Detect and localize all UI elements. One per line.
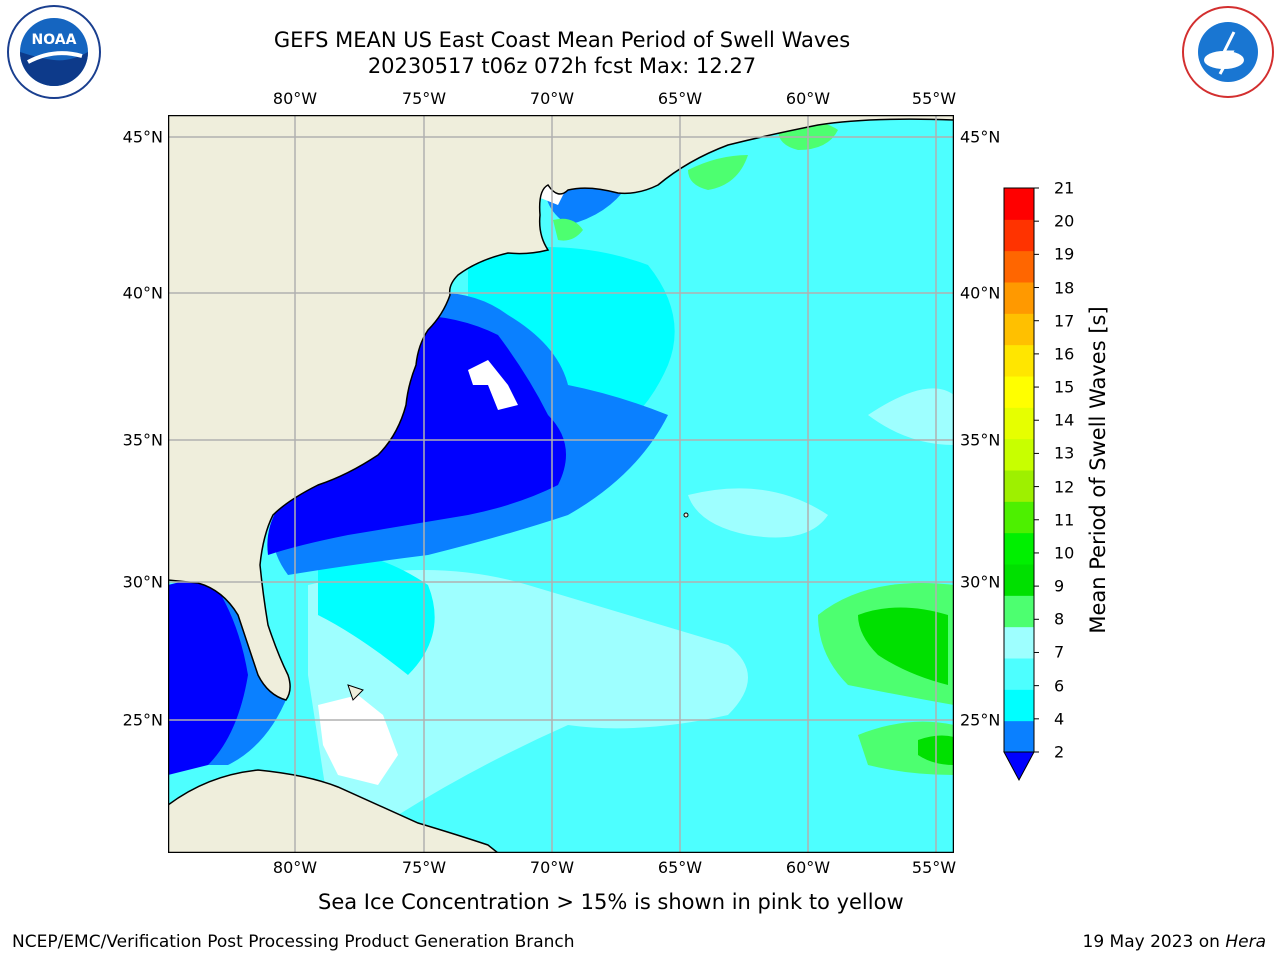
land-cuba (168, 769, 500, 853)
colorbar-band (1004, 626, 1034, 659)
green-patch-east-core (858, 607, 948, 685)
deep-blue-region-gulf (168, 575, 248, 775)
colorbar-band (1004, 407, 1034, 440)
sea-ice-note: Sea Ice Concentration > 15% is shown in … (318, 890, 904, 914)
island-bermuda (683, 512, 689, 518)
colorbar-tick-label: 20 (1054, 211, 1075, 231)
green-patch-georges (553, 218, 583, 241)
land-north-america (168, 115, 954, 701)
map-frame (168, 115, 954, 853)
green-patch-southeast (858, 721, 954, 775)
lat-label-left: 45°N (122, 127, 163, 147)
colorbar-band (1004, 470, 1034, 502)
colorbar-band (1004, 219, 1034, 252)
map-title: GEFS MEAN US East Coast Mean Period of S… (273, 28, 851, 52)
white-patch-2 (318, 695, 398, 785)
grid-lines (168, 115, 954, 853)
colorbar-tick-label: 19 (1054, 244, 1075, 264)
colorbar-band (1004, 689, 1034, 722)
colorbar-tick-label: 16 (1054, 344, 1075, 364)
colorbar-tick-label: 15 (1054, 377, 1075, 397)
cyan-region-south (318, 553, 435, 675)
colorbar-band (1004, 501, 1034, 534)
colorbar-tick-label: 9 (1054, 576, 1065, 596)
lon-label-bottom: 70°W (529, 858, 575, 877)
colorbar-tick-label: 4 (1054, 709, 1065, 729)
lon-label-bottom: 80°W (272, 858, 318, 877)
colorbar-band (1004, 188, 1034, 220)
colorbar-band (1004, 250, 1034, 283)
lat-label-right: 45°N (960, 127, 1001, 147)
colorbar-tick-label: 7 (1054, 642, 1065, 662)
colorbar-tick-label: 11 (1054, 510, 1075, 530)
nws-logo (1182, 6, 1274, 98)
map-subtitle: 20230517 t06z 072h fcst Max: 12.27 (367, 54, 757, 78)
colorbar-band (1004, 282, 1034, 314)
lon-label-top: 75°W (401, 89, 447, 108)
green-patch-gulf-maine (688, 155, 748, 190)
colorbar-tick-label: 14 (1054, 410, 1075, 430)
noaa-logo: NOAA (7, 5, 101, 99)
colorbar-band (1004, 313, 1034, 346)
lat-label-right: 35°N (960, 430, 1001, 450)
footer-date-text: 19 May 2023 on (1082, 932, 1226, 952)
footer-credit: NCEP/EMC/Verification Post Processing Pr… (12, 932, 575, 952)
colorbar-tick-label: 10 (1054, 543, 1075, 563)
colorbar-tick-label: 8 (1054, 609, 1065, 629)
lat-label-left: 25°N (122, 710, 163, 730)
lat-label-left: 40°N (122, 283, 163, 303)
lon-label-top: 80°W (272, 89, 318, 108)
colorbar-band (1004, 564, 1034, 596)
lon-label-top: 70°W (529, 89, 575, 108)
footer-machine: Hera (1225, 932, 1266, 952)
white-patch-1 (468, 360, 518, 410)
footer-date: 19 May 2023 on Hera (1083, 932, 1267, 952)
lon-label-top: 55°W (911, 89, 957, 108)
island-bahamas (347, 684, 364, 701)
colorbar-tick-label: 17 (1054, 311, 1075, 331)
colorbar-tick-label: 6 (1054, 676, 1065, 696)
colorbar-band (1004, 438, 1034, 471)
colorbar-extend-arrow (1003, 751, 1035, 782)
lat-label-right: 30°N (960, 572, 1001, 592)
lon-label-bottom: 65°W (657, 858, 703, 877)
lat-label-right: 40°N (960, 283, 1001, 303)
pale-cyan-region-mid (688, 488, 828, 538)
colorbar (1003, 187, 1039, 782)
colorbar-band (1004, 595, 1034, 628)
map-plot (168, 115, 954, 853)
lon-label-top: 65°W (657, 89, 703, 108)
lon-label-bottom: 55°W (911, 858, 957, 877)
colorbar-title: Mean Period of Swell Waves [s] (1086, 306, 1110, 634)
lat-label-left: 35°N (122, 430, 163, 450)
colorbar-tick-label: 21 (1054, 178, 1075, 198)
lon-label-bottom: 75°W (401, 858, 447, 877)
lat-label-right: 25°N (960, 710, 1001, 730)
colorbar-tick-label: 18 (1054, 278, 1075, 298)
colorbar-band (1004, 344, 1034, 377)
colorbar-band (1004, 532, 1034, 565)
colorbar-tick-label: 13 (1054, 443, 1075, 463)
lon-label-top: 60°W (785, 89, 831, 108)
pale-cyan-region-ne (868, 388, 954, 445)
colorbar-band (1004, 376, 1034, 408)
lon-label-bottom: 60°W (785, 858, 831, 877)
colorbar-frame (1003, 187, 1035, 753)
colorbar-tick-label: 12 (1054, 477, 1075, 497)
colorbar-band (1004, 720, 1034, 753)
lat-label-left: 30°N (122, 572, 163, 592)
colorbar-tick-label: 2 (1054, 742, 1065, 762)
colorbar-band (1004, 658, 1034, 690)
noaa-logo-text: NOAA (32, 32, 77, 48)
